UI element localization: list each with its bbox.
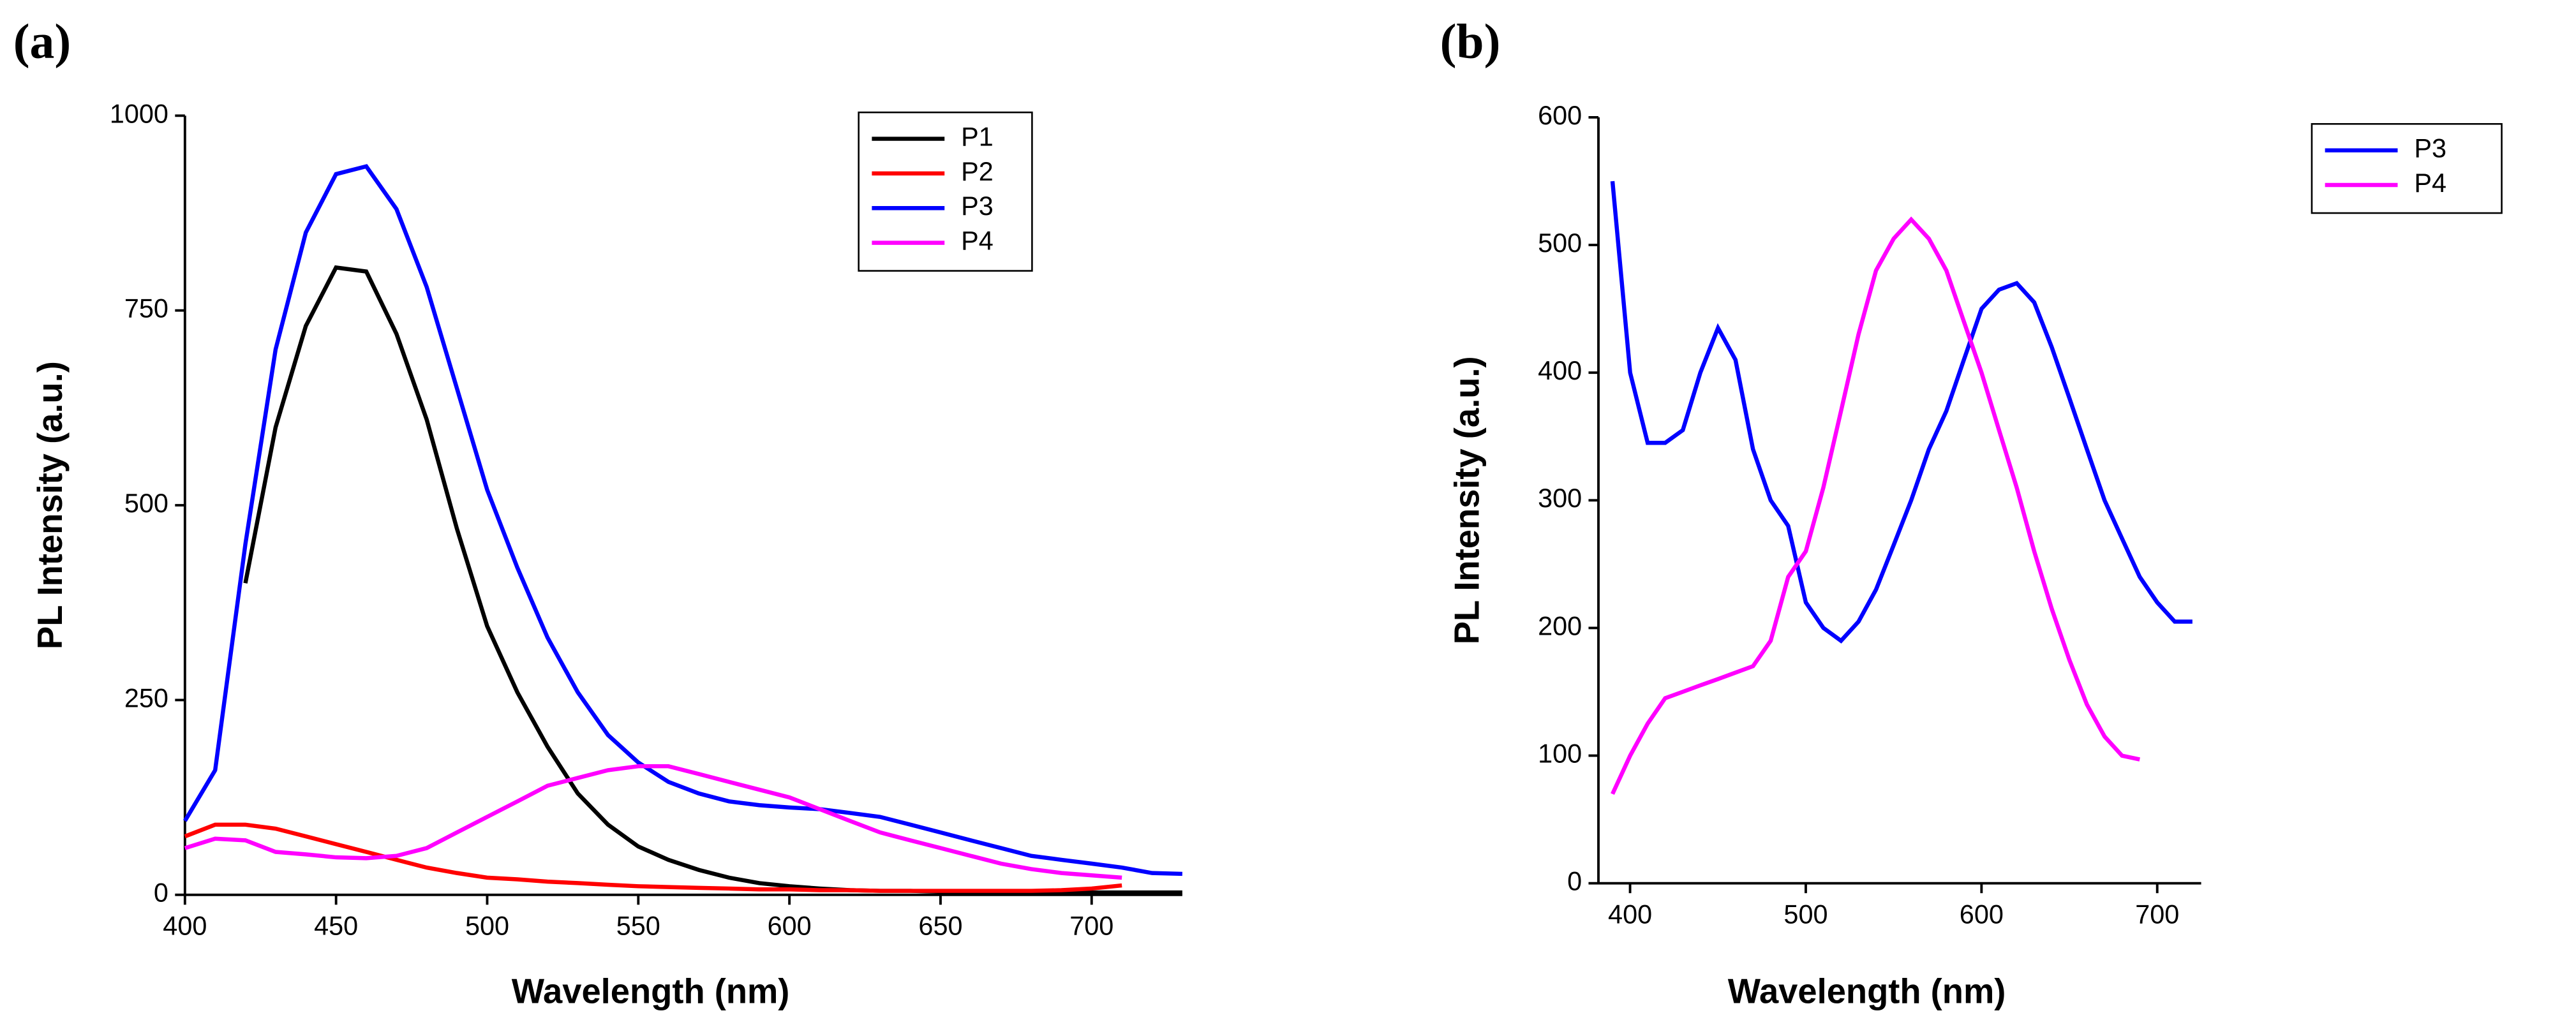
- y-tick-label: 200: [1538, 611, 1582, 640]
- x-tick-label: 550: [616, 911, 660, 940]
- legend-label: P3: [961, 191, 994, 221]
- legend-label: P3: [2414, 134, 2446, 163]
- x-tick-label: 600: [768, 911, 812, 940]
- y-tick-label: 250: [124, 683, 168, 713]
- x-axis-label: Wavelength (nm): [512, 972, 790, 1010]
- x-tick-label: 500: [465, 911, 509, 940]
- y-tick-label: 100: [1538, 739, 1582, 768]
- y-tick-label: 0: [154, 878, 168, 908]
- y-tick-label: 0: [1567, 867, 1582, 896]
- legend-label: P4: [961, 226, 994, 256]
- y-tick-label: 1000: [110, 99, 168, 128]
- x-tick-label: 700: [2135, 899, 2179, 929]
- x-tick-label: 450: [314, 911, 358, 940]
- series-line: [183, 164, 1182, 876]
- y-tick-label: 300: [1538, 484, 1582, 513]
- y-tick-label: 400: [1538, 356, 1582, 385]
- x-tick-label: 400: [1608, 899, 1652, 929]
- x-tick-label: 650: [918, 911, 962, 940]
- x-axis-label: Wavelength (nm): [1728, 972, 2006, 1010]
- x-tick-label: 600: [1960, 899, 2004, 929]
- x-tick-label: 500: [1783, 899, 1828, 929]
- y-tick-label: 500: [124, 489, 168, 518]
- legend-label: P4: [2414, 168, 2446, 198]
- y-axis-label: PL Intensity (a.u.): [31, 361, 70, 649]
- series-line: [1611, 216, 2140, 795]
- y-tick-label: 600: [1538, 101, 1582, 130]
- y-tick-label: 500: [1538, 228, 1582, 258]
- legend-label: P2: [961, 157, 994, 186]
- legend-box: [858, 111, 1033, 272]
- series-line: [1610, 181, 2193, 644]
- legend-label: P1: [961, 122, 994, 152]
- panel-label: (b): [1440, 13, 1501, 68]
- series-line: [184, 764, 1122, 880]
- y-axis-label: PL Intensity (a.u.): [1448, 356, 1487, 644]
- panel-label: (a): [13, 13, 71, 68]
- series-line: [184, 822, 1122, 893]
- x-tick-label: 400: [163, 911, 207, 940]
- x-tick-label: 700: [1069, 911, 1113, 940]
- legend-box: [2311, 122, 2503, 214]
- y-tick-label: 750: [124, 294, 168, 323]
